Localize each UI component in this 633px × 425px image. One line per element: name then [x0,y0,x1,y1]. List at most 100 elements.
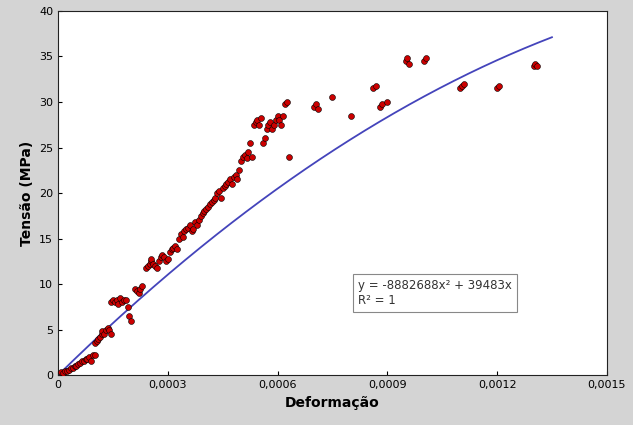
Point [327,94,337,101]
Point [346,112,356,119]
Point [530,60,541,67]
Point [265,119,275,125]
Point [183,224,193,231]
Point [99,331,109,337]
Point [137,283,147,289]
Point [156,253,166,260]
Point [243,149,253,156]
Point [222,181,232,187]
Point [375,103,385,110]
Point [101,326,111,333]
Point [208,197,218,204]
Point [194,217,204,224]
Point [126,317,136,324]
Point [88,352,98,359]
Point [97,331,107,337]
Point [84,354,94,360]
Point [282,99,292,105]
Point [280,100,290,107]
Point [161,258,171,265]
Point [152,264,162,271]
Point [245,139,255,146]
Point [271,117,281,124]
Point [82,355,92,362]
Text: y = -8882688x² + 39483x
R² = 1: y = -8882688x² + 39483x R² = 1 [358,279,512,307]
Point [403,55,413,62]
Point [95,334,105,340]
Point [197,210,208,216]
Point [123,303,133,310]
Point [177,233,187,240]
Point [135,285,146,292]
Point [146,258,156,265]
Point [529,62,539,69]
Point [234,167,244,174]
Point [269,122,279,128]
Point [134,290,144,297]
Point [119,296,129,303]
Point [189,226,199,233]
Point [73,361,84,368]
Point [170,242,180,249]
Point [66,365,76,371]
Point [146,255,156,262]
Point [220,182,230,189]
Point [56,369,66,376]
Point [141,264,151,271]
X-axis label: Deformação: Deformação [285,396,380,410]
Point [232,176,242,183]
Point [368,85,378,92]
Point [201,206,211,213]
Point [179,228,189,235]
Point [278,112,288,119]
Point [212,190,222,196]
Point [256,115,266,122]
Point [191,219,201,226]
Point [72,363,82,369]
Point [225,176,235,183]
Point [144,261,154,267]
Point [70,363,80,369]
Point [106,299,116,306]
Point [455,85,465,92]
Point [230,171,241,178]
Point [185,221,195,228]
Point [80,355,91,362]
Point [254,122,265,128]
Point [75,360,85,367]
Point [251,119,261,125]
Point [103,324,113,331]
Point [166,246,177,253]
Point [187,228,197,235]
Point [165,249,175,255]
Point [117,299,127,306]
Point [203,203,213,210]
Point [532,62,542,69]
Point [64,366,74,373]
Point [274,117,284,124]
Point [236,158,246,164]
Point [459,80,469,87]
Point [104,326,115,333]
Point [175,231,185,238]
Point [163,255,173,262]
Point [150,263,160,269]
Point [492,85,502,92]
Point [258,139,268,146]
Point [207,199,217,206]
Point [313,106,323,113]
Point [276,122,286,128]
Point [121,297,131,304]
Point [205,201,215,207]
Point [229,173,239,180]
Point [142,263,153,269]
Point [196,212,206,219]
Point [419,58,429,65]
Point [78,358,89,365]
Point [130,285,140,292]
Point [238,153,248,160]
Point [218,185,228,192]
Y-axis label: Tensão (MPa): Tensão (MPa) [20,140,34,246]
Point [168,244,179,251]
Point [86,357,96,364]
